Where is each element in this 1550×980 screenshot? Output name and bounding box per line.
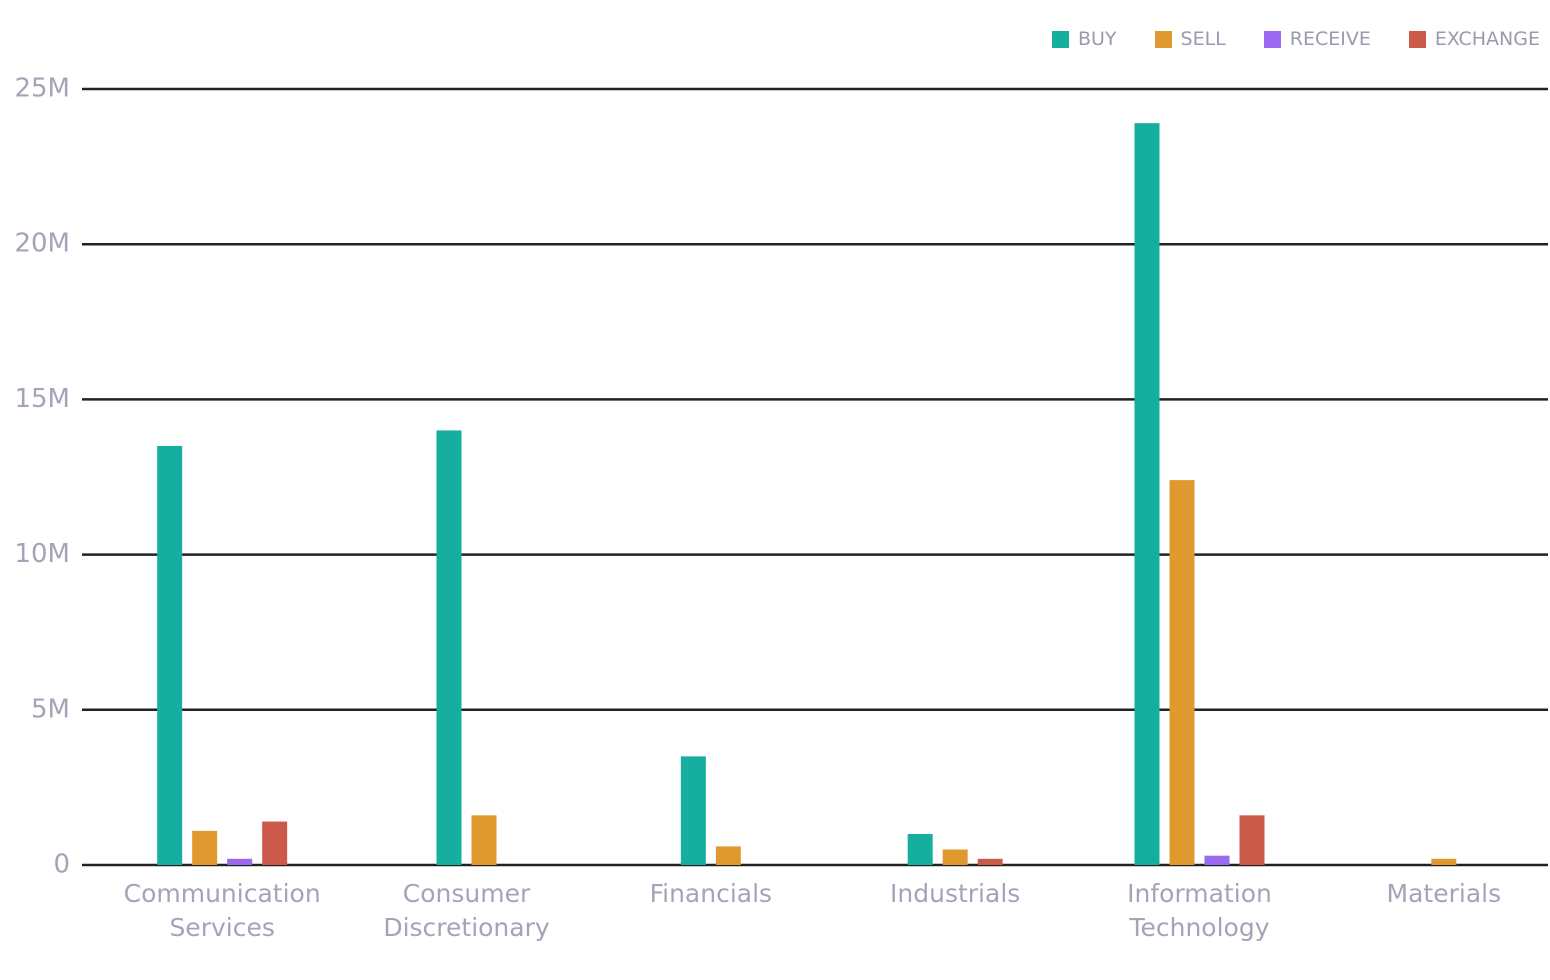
x-tick-label: Consumer Discretionary xyxy=(383,879,550,942)
bar xyxy=(680,756,706,865)
x-tick-label: Information Technology xyxy=(1127,879,1272,942)
bar xyxy=(262,821,288,865)
legend: BUY SELL RECEIVE EXCHANGE xyxy=(1051,28,1540,50)
bar xyxy=(977,858,1003,865)
bar xyxy=(157,445,183,865)
bar xyxy=(715,846,741,865)
bar xyxy=(227,858,253,865)
y-tick-label: 15M xyxy=(14,384,70,414)
y-tick-label: 10M xyxy=(14,539,70,569)
legend-swatch xyxy=(1051,30,1069,48)
x-tick-label: Communication Services xyxy=(123,879,321,942)
y-tick-label: 25M xyxy=(14,74,70,104)
y-tick-label: 20M xyxy=(14,229,70,259)
legend-label: RECEIVE xyxy=(1289,28,1371,50)
bar xyxy=(471,815,497,865)
legend-label: SELL xyxy=(1180,28,1226,50)
bar xyxy=(1239,815,1265,865)
bar xyxy=(436,430,462,865)
legend-label: BUY xyxy=(1077,28,1117,50)
x-tick-label: Industrials xyxy=(890,879,1021,908)
bar xyxy=(942,849,968,865)
y-tick-label: 0 xyxy=(53,850,70,880)
legend-swatch xyxy=(1263,30,1281,48)
legend-swatch xyxy=(1154,30,1172,48)
legend-item: SELL xyxy=(1154,28,1226,50)
y-tick-label: 5M xyxy=(31,694,70,724)
bar xyxy=(1134,123,1160,866)
x-tick-label: Materials xyxy=(1386,879,1502,908)
legend-label: EXCHANGE xyxy=(1434,28,1540,50)
x-tick-label: Financials xyxy=(649,879,773,908)
legend-item: RECEIVE xyxy=(1263,28,1371,50)
bar xyxy=(1204,855,1230,865)
legend-swatch xyxy=(1408,30,1426,48)
bar xyxy=(1169,480,1195,865)
bar xyxy=(192,830,218,865)
legend-item: EXCHANGE xyxy=(1408,28,1540,50)
bar xyxy=(1431,858,1457,865)
legend-item: BUY xyxy=(1051,28,1117,50)
bar xyxy=(907,833,933,865)
